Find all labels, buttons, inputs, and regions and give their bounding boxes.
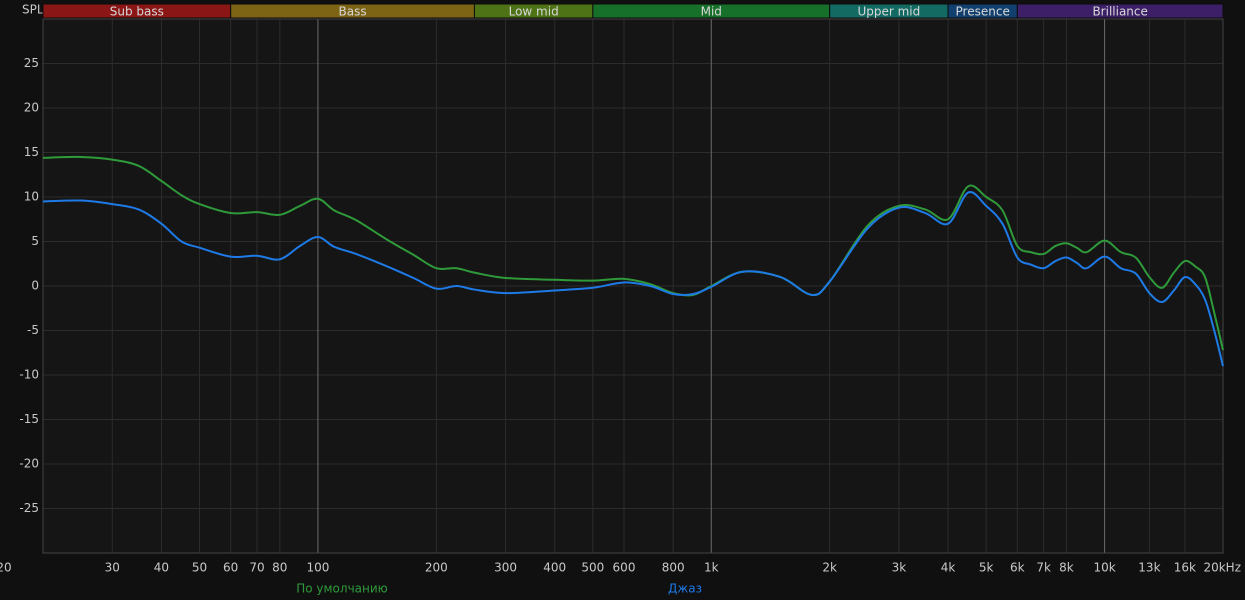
x-tick-label: 5k — [979, 561, 994, 575]
x-tick-label: 60 — [223, 561, 238, 575]
y-tick-label: 5 — [31, 234, 39, 248]
x-tick-label: 20 — [0, 561, 12, 575]
x-tick-label: 20kHz — [1203, 561, 1241, 575]
y-tick-label: 10 — [24, 190, 39, 204]
x-tick-label: 30 — [105, 561, 120, 575]
band-label: Low mid — [509, 5, 559, 19]
x-tick-label: 600 — [613, 561, 636, 575]
x-tick-label: 500 — [581, 561, 604, 575]
band — [1016, 3, 1224, 19]
x-tick-label: 200 — [425, 561, 448, 575]
x-tick-label: 70 — [249, 561, 264, 575]
y-tick-label: 20 — [24, 101, 39, 115]
x-tick-label: 400 — [543, 561, 566, 575]
x-tick-label: 3k — [892, 561, 907, 575]
x-tick-label: 7k — [1036, 561, 1051, 575]
y-tick-label: -20 — [19, 457, 39, 471]
x-tick-label: 8k — [1059, 561, 1074, 575]
y-tick-label: -10 — [19, 368, 39, 382]
legend-label: По умолчанию — [296, 582, 388, 596]
x-tick-label: 1k — [704, 561, 719, 575]
y-axis-label: SPL — [22, 3, 44, 17]
y-tick-label: -15 — [19, 412, 39, 426]
x-tick-label: 10k — [1093, 561, 1115, 575]
plot-border — [42, 18, 1224, 554]
y-tick-label: 0 — [31, 279, 39, 293]
y-tick-label: -25 — [19, 501, 39, 515]
series-line — [42, 191, 1224, 367]
band-label: Brilliance — [1092, 5, 1147, 19]
x-tick-label: 16k — [1174, 561, 1196, 575]
y-tick-label: 15 — [24, 145, 39, 159]
band-label: Sub bass — [110, 5, 164, 19]
x-tick-label: 300 — [494, 561, 517, 575]
x-tick-label: 6k — [1010, 561, 1025, 575]
x-tick-label: 2k — [822, 561, 837, 575]
x-tick-label: 50 — [192, 561, 207, 575]
x-tick-label: 100 — [306, 561, 329, 575]
y-tick-label: 25 — [24, 56, 39, 70]
x-tick-label: 13k — [1138, 561, 1160, 575]
x-tick-label: 80 — [272, 561, 287, 575]
x-tick-label: 800 — [662, 561, 685, 575]
y-tick-label: -5 — [27, 323, 39, 337]
band-label: Bass — [339, 5, 367, 19]
band-label: Presence — [956, 5, 1010, 19]
band-label: Upper mid — [857, 5, 920, 19]
band-label: Mid — [701, 5, 722, 19]
x-tick-label: 40 — [154, 561, 169, 575]
x-tick-label: 4k — [941, 561, 956, 575]
legend-label: Джаз — [668, 582, 702, 596]
